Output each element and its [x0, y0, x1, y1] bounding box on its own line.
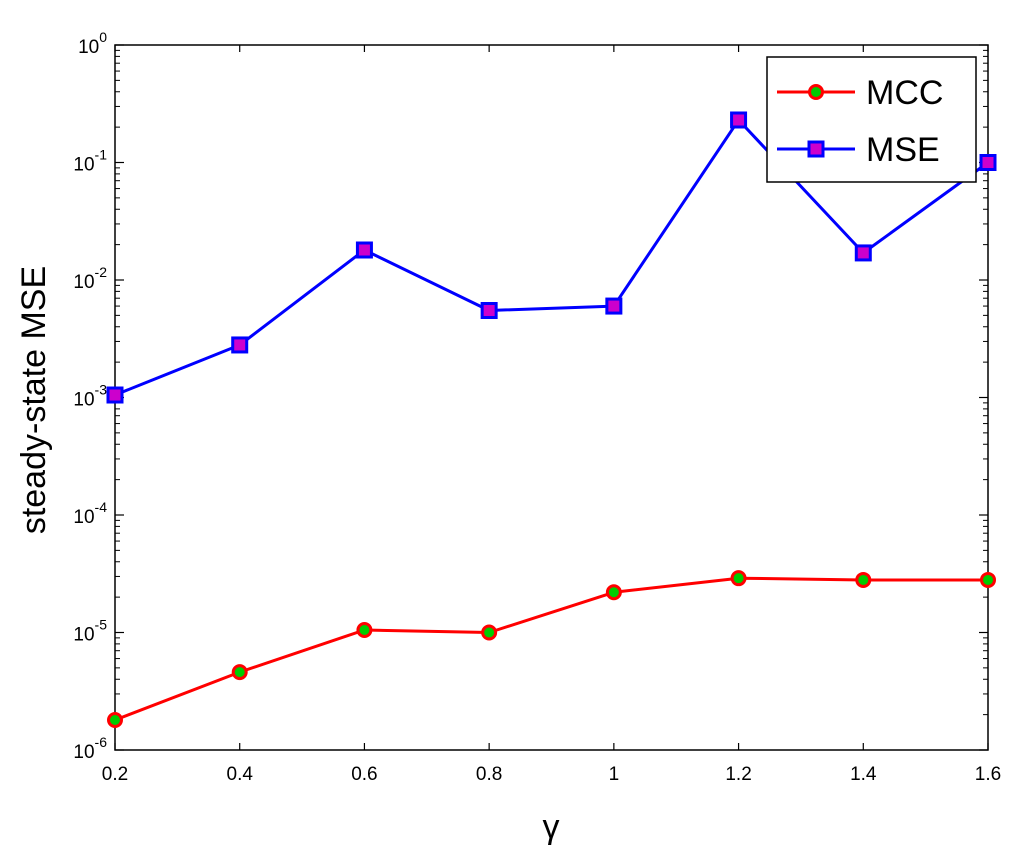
y-tick-label: 10-1	[73, 147, 107, 176]
legend-mse-marker	[807, 140, 825, 158]
legend-box	[766, 56, 977, 183]
series-mse-line	[114, 118, 989, 397]
series-mcc-point	[730, 570, 747, 587]
series-mcc-point	[481, 624, 498, 641]
series-mse-point	[355, 241, 373, 259]
series-mse-point	[231, 336, 249, 354]
series-mse-point	[480, 302, 498, 320]
series-mcc-point	[855, 571, 872, 588]
x-tick-label: 0.4	[227, 764, 254, 785]
series-mcc-point	[980, 571, 996, 588]
series-mcc-line	[114, 576, 988, 722]
series-mcc-point	[107, 712, 123, 729]
x-tick-label: 1.4	[850, 764, 877, 785]
x-tick-label: 1	[609, 764, 620, 785]
legend-mcc-marker	[808, 84, 824, 100]
y-axis: 100 10-1 10-2 10-3 10-4 10-5 10-6	[73, 29, 988, 763]
series-mse-point	[979, 154, 997, 171]
series-mse-point	[854, 244, 872, 262]
x-tick-label: 1.2	[725, 764, 751, 785]
series-mse-point	[605, 297, 623, 315]
x-tick-label: 0.8	[476, 764, 502, 785]
legend-mse-label: MSE	[866, 131, 940, 169]
x-axis: 0.2 0.4 0.6 0.8 1 1.2 1.4 1.6	[102, 45, 1001, 785]
series-mcc-point	[605, 584, 622, 601]
series-mse-point	[730, 111, 748, 129]
y-tick-label: 10-4	[73, 499, 107, 528]
legend: MCC MSE	[766, 56, 977, 183]
series-layer	[106, 111, 997, 729]
series-mcc-point	[356, 622, 373, 639]
x-tick-label: 1.6	[975, 764, 1001, 785]
legend-mcc-label: MCC	[866, 74, 943, 112]
x-tick-label: 0.6	[351, 764, 377, 785]
series-mcc-point	[231, 664, 248, 681]
y-tick-label: 10-6	[73, 734, 107, 763]
y-tick-label: 10-3	[73, 382, 107, 411]
x-axis-label: γ	[543, 808, 560, 846]
y-axis-label: steady-state MSE	[15, 266, 53, 534]
y-tick-label: 10-5	[73, 617, 107, 646]
y-tick-label: 100	[78, 29, 107, 58]
x-tick-label: 0.2	[102, 764, 128, 785]
y-tick-label: 10-2	[73, 264, 107, 293]
series-mse-point	[106, 386, 124, 404]
